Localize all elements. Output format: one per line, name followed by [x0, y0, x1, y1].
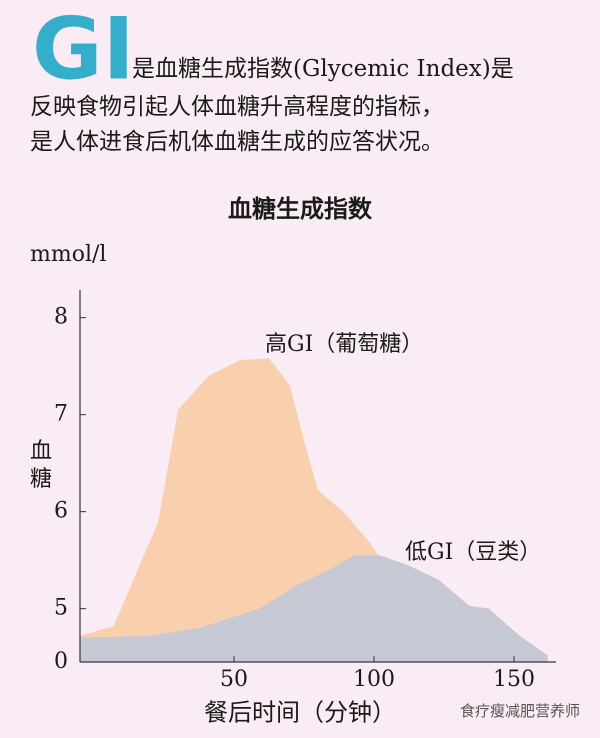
y-tick-label: 6 — [54, 499, 68, 524]
intro-line: 是血糖生成指数(Glycemic Index)是 — [132, 56, 514, 82]
y-tick-label: 7 — [54, 402, 68, 427]
intro-line: 反映食物引起人体血糖升高程度的指标， — [30, 94, 444, 120]
intro-line: 是人体进食后机体血糖生成的应答状况。 — [30, 129, 444, 155]
gi-logo: GI — [32, 0, 135, 99]
series-label: 低GI（豆类） — [405, 540, 541, 565]
x-tick-label: 100 — [353, 667, 395, 692]
chart-title: 血糖生成指数 — [228, 195, 373, 223]
y-unit: mmol/l — [30, 242, 106, 267]
plot: 高GI（葡萄糖） 低GI（豆类） 0 5 6 7 8 50 100 150 — [54, 290, 556, 692]
area — [80, 555, 548, 662]
x-tick-label: 150 — [493, 667, 535, 692]
watermark: 食疗瘦减肥营养师 — [460, 702, 580, 720]
y-tick-label: 5 — [54, 596, 68, 621]
y-axis-label: 血 — [30, 439, 52, 464]
x-tick-label: 50 — [220, 667, 248, 692]
y-tick-label: 0 — [54, 649, 68, 674]
x-axis-label: 餐后时间（分钟） — [204, 699, 396, 727]
y-axis-label: 糖 — [30, 467, 52, 492]
y-tick-label: 8 — [54, 305, 68, 330]
series-label: 高GI（葡萄糖） — [265, 332, 423, 357]
